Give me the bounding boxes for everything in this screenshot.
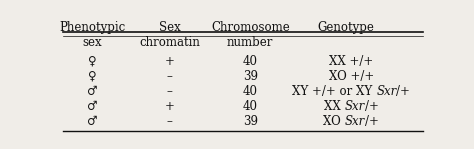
Text: Sxr: Sxr xyxy=(376,85,396,98)
Text: XO +/+: XO +/+ xyxy=(328,70,374,83)
Text: /+: /+ xyxy=(365,115,379,128)
Text: ♂: ♂ xyxy=(87,85,98,98)
Text: Sxr: Sxr xyxy=(345,100,365,113)
Text: +: + xyxy=(164,55,174,68)
Text: –: – xyxy=(166,115,173,128)
Text: Chromosome
number: Chromosome number xyxy=(211,21,290,49)
Text: ♀: ♀ xyxy=(88,70,97,83)
Text: Phenotypic
sex: Phenotypic sex xyxy=(59,21,126,49)
Text: /+: /+ xyxy=(396,85,410,98)
Text: ♂: ♂ xyxy=(87,115,98,128)
Text: 40: 40 xyxy=(243,100,258,113)
Text: 40: 40 xyxy=(243,55,258,68)
Text: –: – xyxy=(166,70,173,83)
Text: +: + xyxy=(164,100,174,113)
Text: 39: 39 xyxy=(243,115,258,128)
Text: XX: XX xyxy=(324,100,345,113)
Text: –: – xyxy=(166,85,173,98)
Text: 39: 39 xyxy=(243,70,258,83)
Text: XX +/+: XX +/+ xyxy=(329,55,374,68)
Text: XO: XO xyxy=(323,115,345,128)
Text: Sex
chromatin: Sex chromatin xyxy=(139,21,200,49)
Text: Genotype: Genotype xyxy=(318,21,374,34)
Text: ♂: ♂ xyxy=(87,100,98,113)
Text: Sxr: Sxr xyxy=(345,115,365,128)
Text: XY +/+ or XY: XY +/+ or XY xyxy=(292,85,376,98)
Text: 40: 40 xyxy=(243,85,258,98)
Text: ♀: ♀ xyxy=(88,55,97,68)
Text: /+: /+ xyxy=(365,100,379,113)
